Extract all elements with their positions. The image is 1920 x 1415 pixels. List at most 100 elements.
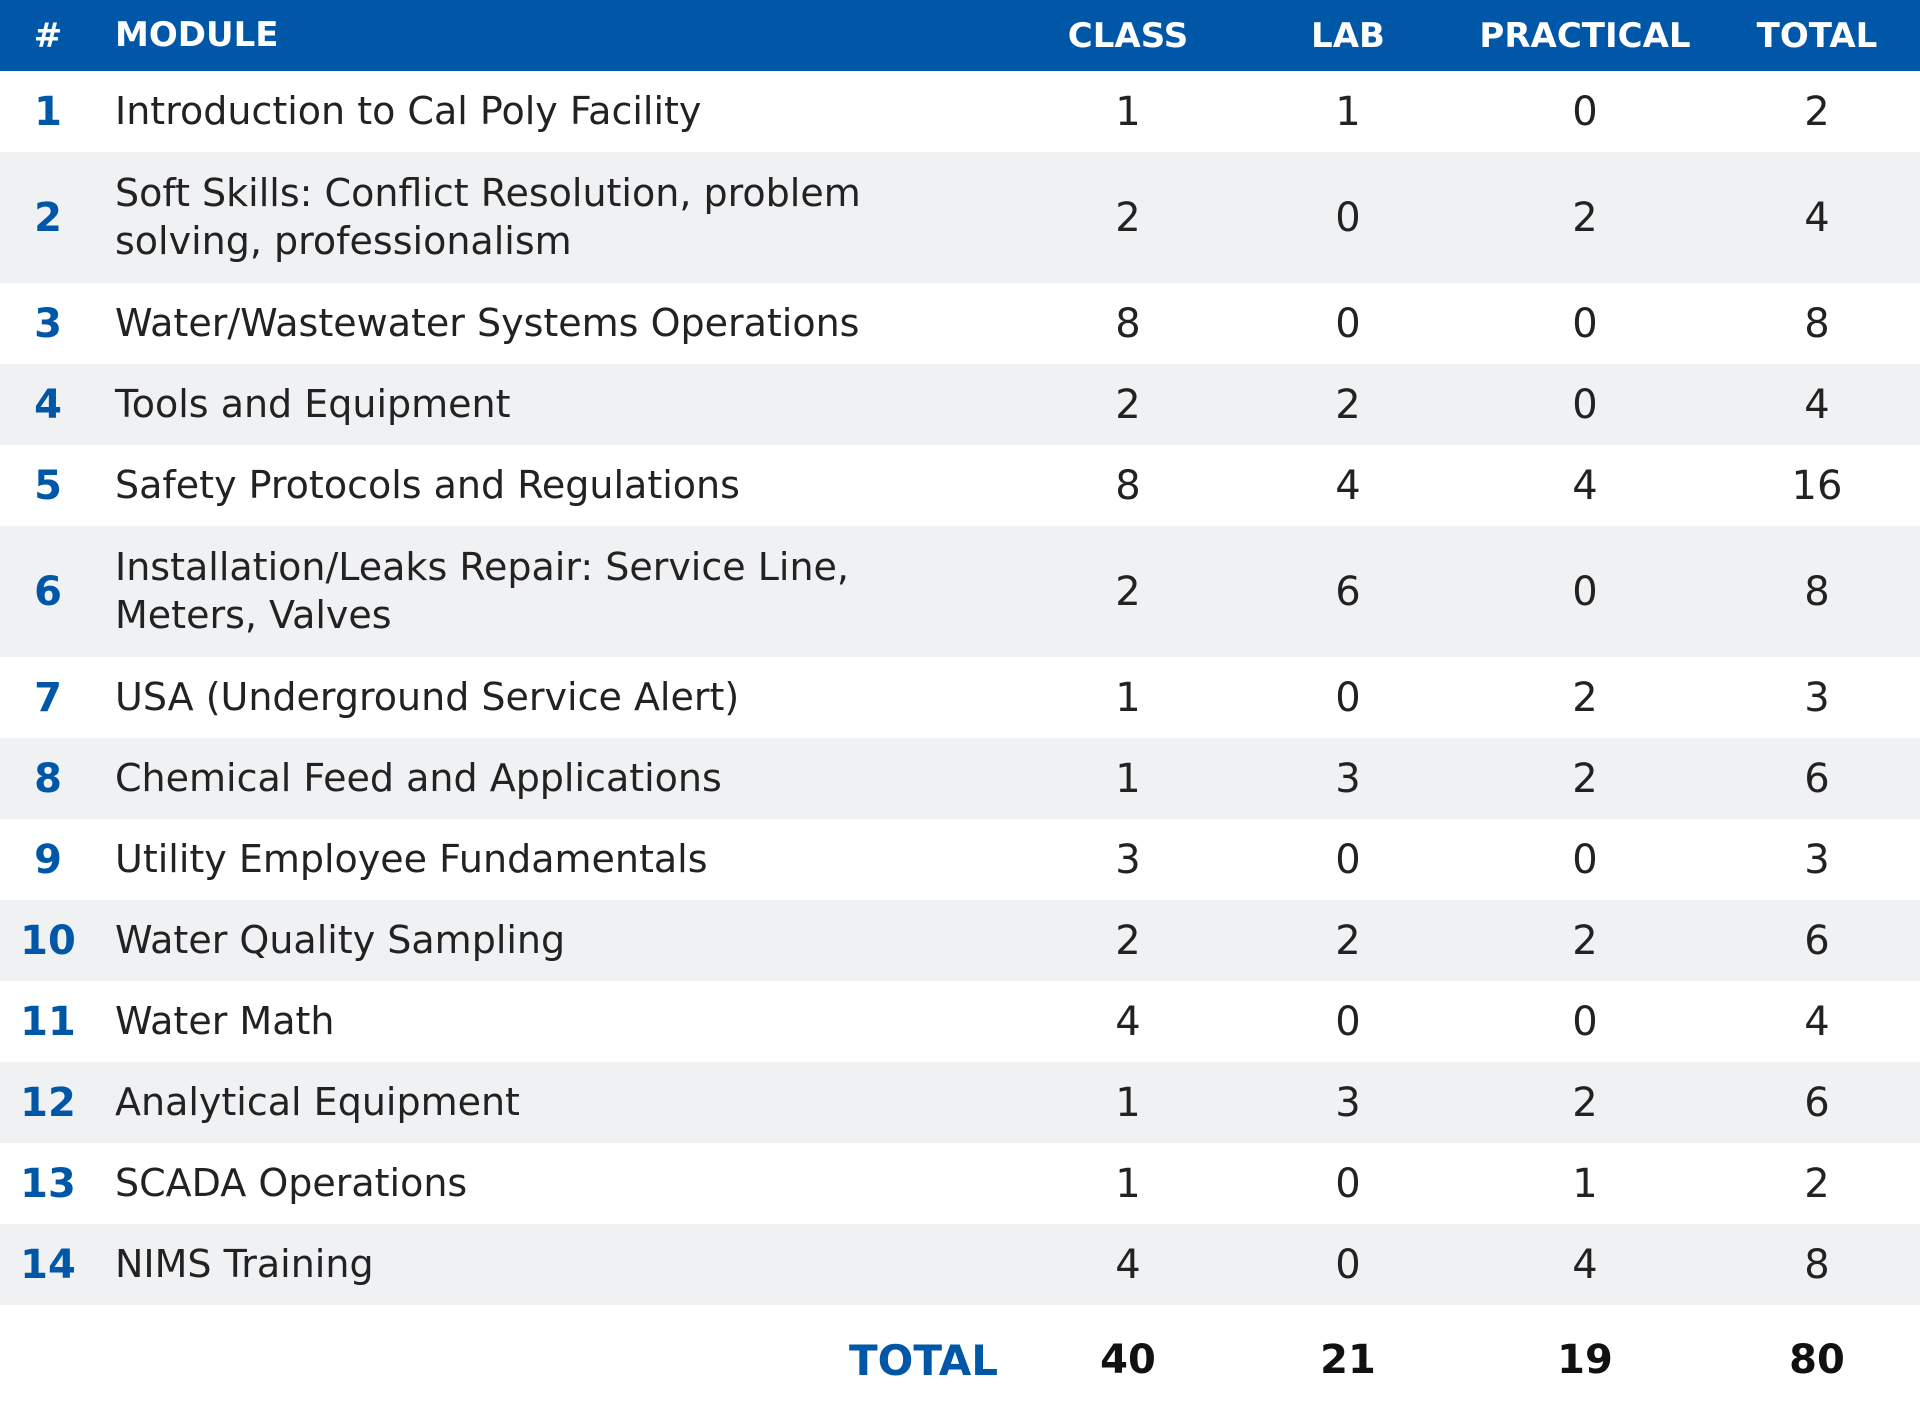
lab-hours: 0 (1335, 1241, 1361, 1288)
total-hours: 2 (1804, 88, 1830, 135)
totals-total: 80 (1789, 1337, 1845, 1383)
lab-hours: 2 (1335, 917, 1361, 964)
lab-hours: 0 (1335, 1160, 1361, 1207)
row-number: 14 (20, 1241, 76, 1288)
row-number: 2 (34, 194, 62, 241)
header-num: # (33, 15, 63, 56)
practical-hours: 0 (1572, 568, 1598, 615)
module-name: Safety Protocols and Regulations (115, 462, 740, 507)
total-hours: 8 (1804, 1241, 1830, 1288)
total-hours: 6 (1804, 917, 1830, 964)
row-number: 11 (20, 998, 76, 1045)
module-name: Water Quality Sampling (115, 917, 566, 962)
table-row: 6 Installation/Leaks Repair: Service Line… (0, 526, 1920, 657)
row-number: 8 (34, 755, 62, 802)
module-name: Analytical Equipment (115, 1079, 520, 1124)
class-hours: 1 (1115, 674, 1141, 721)
lab-hours: 1 (1335, 88, 1361, 135)
table-row: 5 Safety Protocols and Regulations 8 4 4 16 (0, 445, 1920, 526)
class-hours: 4 (1115, 998, 1141, 1045)
row-number: 10 (20, 917, 76, 964)
total-hours: 4 (1804, 381, 1830, 428)
module-name: Tools and Equipment (115, 381, 511, 426)
table-row: 9 Utility Employee Fundamentals 3 0 0 3 (0, 819, 1920, 900)
row-number: 7 (34, 674, 62, 721)
row-number: 4 (34, 381, 62, 428)
row-number: 13 (20, 1160, 76, 1207)
total-hours: 8 (1804, 300, 1830, 347)
practical-hours: 0 (1572, 998, 1598, 1045)
row-number: 12 (20, 1079, 76, 1126)
module-name: Introduction to Cal Poly Facility (115, 88, 702, 133)
class-hours: 8 (1115, 462, 1141, 509)
practical-hours: 0 (1572, 381, 1598, 428)
lab-hours: 0 (1335, 300, 1361, 347)
total-hours: 8 (1804, 568, 1830, 615)
lab-hours: 0 (1335, 674, 1361, 721)
table-row: 13 SCADA Operations 1 0 1 2 (0, 1143, 1920, 1224)
class-hours: 1 (1115, 755, 1141, 802)
module-name: Chemical Feed and Applications (115, 755, 722, 800)
table-row: 10 Water Quality Sampling 2 2 2 6 (0, 900, 1920, 981)
lab-hours: 0 (1335, 836, 1361, 883)
row-number: 3 (34, 300, 62, 347)
lab-hours: 0 (1335, 194, 1361, 241)
class-hours: 3 (1115, 836, 1141, 883)
class-hours: 2 (1115, 194, 1141, 241)
module-name: USA (Underground Service Alert) (115, 674, 740, 719)
lab-hours: 0 (1335, 998, 1361, 1045)
table-row: 4 Tools and Equipment 2 2 0 4 (0, 364, 1920, 445)
class-hours: 1 (1115, 1160, 1141, 1207)
total-hours: 2 (1804, 1160, 1830, 1207)
table-row: 11 Water Math 4 0 0 4 (0, 981, 1920, 1062)
table-row: 14 NIMS Training 4 0 4 8 (0, 1224, 1920, 1305)
header-module: MODULE (115, 15, 279, 56)
totals-class: 40 (1100, 1337, 1156, 1383)
lab-hours: 4 (1335, 462, 1361, 509)
lab-hours: 3 (1335, 1079, 1361, 1126)
practical-hours: 0 (1572, 88, 1598, 135)
module-name: Installation/Leaks Repair: Service Line,… (115, 545, 849, 637)
table-header: # MODULE CLASS LAB PRACTICAL TOTAL (0, 0, 1920, 71)
lab-hours: 2 (1335, 381, 1361, 428)
table-row: 3 Water/Wastewater Systems Operations 8 0 0 8 (0, 283, 1920, 364)
class-hours: 2 (1115, 917, 1141, 964)
practical-hours: 2 (1572, 674, 1598, 721)
header-lab: LAB (1311, 15, 1385, 56)
lab-hours: 6 (1335, 568, 1361, 615)
class-hours: 2 (1115, 381, 1141, 428)
total-hours: 6 (1804, 755, 1830, 802)
practical-hours: 2 (1572, 755, 1598, 802)
total-hours: 3 (1804, 674, 1830, 721)
totals-lab: 21 (1320, 1337, 1376, 1383)
practical-hours: 2 (1572, 1079, 1598, 1126)
total-hours: 3 (1804, 836, 1830, 883)
practical-hours: 4 (1572, 1241, 1598, 1288)
practical-hours: 0 (1572, 836, 1598, 883)
total-hours: 6 (1804, 1079, 1830, 1126)
practical-hours: 4 (1572, 462, 1598, 509)
totals-row: TOTAL 40 21 19 80 (0, 1305, 1920, 1415)
total-hours: 4 (1804, 998, 1830, 1045)
table-row: 2 Soft Skills: Conflict Resolution, probl… (0, 152, 1920, 283)
row-number: 6 (34, 568, 62, 615)
module-name: Water Math (115, 998, 335, 1043)
header-class: CLASS (1067, 15, 1189, 56)
totals-practical: 19 (1557, 1337, 1613, 1383)
row-number: 9 (34, 836, 62, 883)
totals-label: TOTAL (848, 1335, 998, 1385)
header-total: TOTAL (1756, 15, 1878, 56)
module-name: Soft Skills: Conflict Resolution, proble… (115, 171, 861, 263)
class-hours: 2 (1115, 568, 1141, 615)
module-name: NIMS Training (115, 1241, 374, 1286)
practical-hours: 1 (1572, 1160, 1598, 1207)
table-row: 1 Introduction to Cal Poly Facility 1 1 0 2 (0, 71, 1920, 152)
module-name: Utility Employee Fundamentals (115, 836, 708, 881)
table-row: 12 Analytical Equipment 1 3 2 6 (0, 1062, 1920, 1143)
module-name: Water/Wastewater Systems Operations (115, 300, 860, 345)
table-row: 7 USA (Underground Service Alert) 1 0 2 3 (0, 657, 1920, 738)
practical-hours: 2 (1572, 917, 1598, 964)
class-hours: 1 (1115, 88, 1141, 135)
total-hours: 4 (1804, 194, 1830, 241)
total-hours: 16 (1791, 462, 1843, 509)
